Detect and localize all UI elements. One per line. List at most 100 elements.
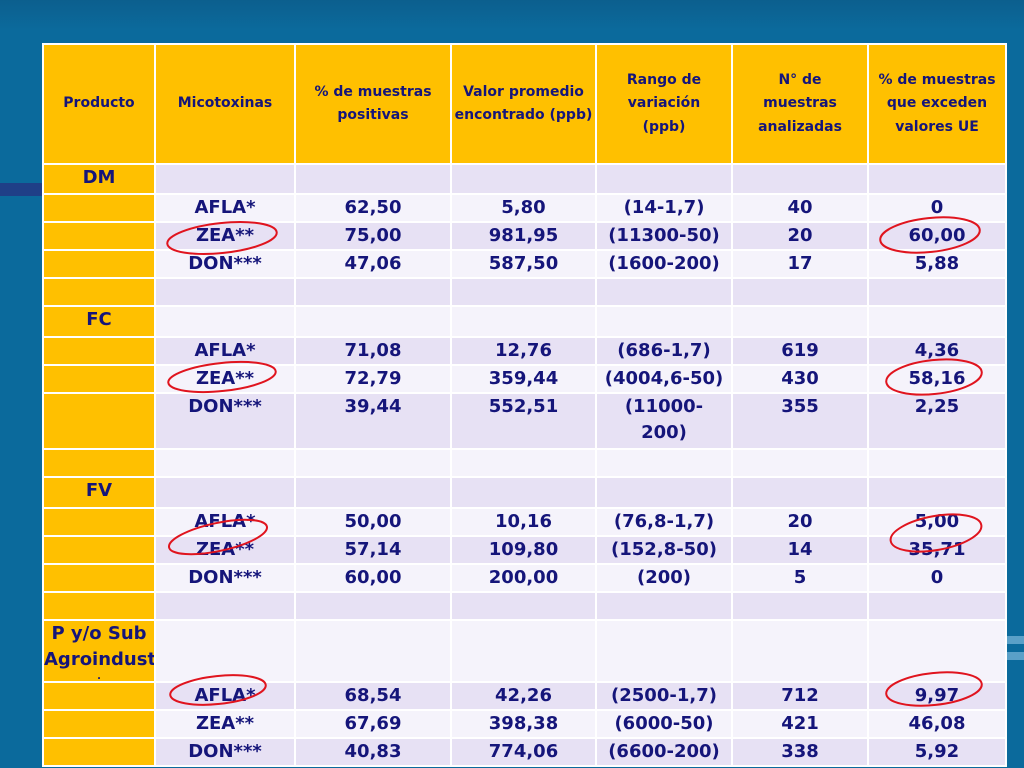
cell-pct-exceden-ue: 35,71	[867, 535, 1007, 565]
cell-n-muestras: 712	[731, 681, 869, 711]
cell-n-muestras: 14	[731, 535, 869, 565]
table-row: AFLA* 71,08 12,76 (686-1,7) 619 4,36	[42, 336, 1007, 366]
header-pct-positivas: % de muestras positivas	[294, 43, 452, 165]
table-row: ZEA** 75,00 981,95 (11300-50) 20 60,00	[42, 221, 1007, 251]
cell-pct-positivas: 67,69	[294, 709, 452, 739]
group-row-dm: DM	[42, 163, 1007, 195]
product-label: DM	[42, 163, 156, 195]
slide-left-accent-bar	[0, 183, 44, 196]
cell-pct-positivas: 71,08	[294, 336, 452, 366]
cell-n-muestras: 40	[731, 193, 869, 223]
cell-pct-exceden-ue: 5,88	[867, 249, 1007, 279]
slide-right-accent-mark	[1004, 652, 1024, 660]
product-label: P y/o Sub Agroindustria .	[42, 619, 156, 683]
table-row: DON*** 60,00 200,00 (200) 5 0	[42, 563, 1007, 593]
cell-pct-exceden-ue: 60,00	[867, 221, 1007, 251]
mycotoxin-table-container: Producto Micotoxinas % de muestras posit…	[42, 43, 1007, 767]
cell-rango: (11300-50)	[595, 221, 733, 251]
cell-rango: (6600-200)	[595, 737, 733, 767]
cell-n-muestras: 619	[731, 336, 869, 366]
header-producto: Producto	[42, 43, 156, 165]
group-row-fv: FV	[42, 476, 1007, 509]
cell-n-muestras: 17	[731, 249, 869, 279]
table-header-row: Producto Micotoxinas % de muestras posit…	[42, 43, 1007, 165]
cell-valor-promedio: 587,50	[450, 249, 597, 279]
cell-valor-promedio: 12,76	[450, 336, 597, 366]
cell-pct-exceden-ue: 0	[867, 193, 1007, 223]
mycotoxin-table: Producto Micotoxinas % de muestras posit…	[42, 43, 1007, 767]
header-n-muestras: N° de muestras analizadas	[731, 43, 869, 165]
cell-valor-promedio: 109,80	[450, 535, 597, 565]
cell-pct-exceden-ue: 5,92	[867, 737, 1007, 767]
cell-n-muestras: 430	[731, 364, 869, 394]
slide-top-band	[0, 0, 1024, 30]
cell-micotoxina: ZEA**	[154, 364, 296, 394]
header-micotoxinas: Micotoxinas	[154, 43, 296, 165]
cell-valor-promedio: 552,51	[450, 392, 597, 450]
cell-n-muestras: 421	[731, 709, 869, 739]
cell-valor-promedio: 10,16	[450, 507, 597, 537]
header-rango: Rango de variación (ppb)	[595, 43, 733, 165]
cell-valor-promedio: 774,06	[450, 737, 597, 767]
slide-right-accent-mark	[1004, 636, 1024, 644]
cell-pct-positivas: 47,06	[294, 249, 452, 279]
cell-n-muestras: 20	[731, 507, 869, 537]
cell-valor-promedio: 359,44	[450, 364, 597, 394]
cell-rango: (200)	[595, 563, 733, 593]
cell-pct-positivas: 50,00	[294, 507, 452, 537]
cell-valor-promedio: 42,26	[450, 681, 597, 711]
table-row: ZEA** 57,14 109,80 (152,8-50) 14 35,71	[42, 535, 1007, 565]
table-row: DON*** 47,06 587,50 (1600-200) 17 5,88	[42, 249, 1007, 279]
cell-pct-positivas: 60,00	[294, 563, 452, 593]
cell-pct-exceden-ue: 0	[867, 563, 1007, 593]
group-row-fc: FC	[42, 305, 1007, 338]
cell-rango: (4004,6-50)	[595, 364, 733, 394]
cell-pct-exceden-ue: 4,36	[867, 336, 1007, 366]
cell-rango: (14-1,7)	[595, 193, 733, 223]
cell-micotoxina: ZEA**	[154, 221, 296, 251]
cell-pct-positivas: 75,00	[294, 221, 452, 251]
cell-micotoxina: AFLA*	[154, 336, 296, 366]
cell-micotoxina: DON***	[154, 392, 296, 450]
header-valor-promedio: Valor promedio encontrado (ppb)	[450, 43, 597, 165]
cell-rango: (152,8-50)	[595, 535, 733, 565]
header-pct-exceden-ue: % de muestras que exceden valores UE	[867, 43, 1007, 165]
cell-micotoxina: DON***	[154, 563, 296, 593]
cell-valor-promedio: 5,80	[450, 193, 597, 223]
product-label: FV	[42, 476, 156, 509]
cell-micotoxina: DON***	[154, 737, 296, 767]
spacer-row	[42, 591, 1007, 621]
table-row: ZEA** 67,69 398,38 (6000-50) 421 46,08	[42, 709, 1007, 739]
cell-micotoxina: ZEA**	[154, 535, 296, 565]
cell-pct-exceden-ue: 58,16	[867, 364, 1007, 394]
cell-rango: (686-1,7)	[595, 336, 733, 366]
cell-pct-exceden-ue: 5,00	[867, 507, 1007, 537]
group-row-p-sub-agroindustria: P y/o Sub Agroindustria .	[42, 619, 1007, 683]
table-row: AFLA* 62,50 5,80 (14-1,7) 40 0	[42, 193, 1007, 223]
cell-n-muestras: 338	[731, 737, 869, 767]
cell-rango: (76,8-1,7)	[595, 507, 733, 537]
cell-n-muestras: 20	[731, 221, 869, 251]
cell-rango: (11000-200)	[595, 392, 733, 450]
product-label: FC	[42, 305, 156, 338]
table-row: AFLA* 50,00 10,16 (76,8-1,7) 20 5,00	[42, 507, 1007, 537]
cell-pct-positivas: 72,79	[294, 364, 452, 394]
cell-n-muestras: 5	[731, 563, 869, 593]
cell-micotoxina: AFLA*	[154, 193, 296, 223]
cell-valor-promedio: 200,00	[450, 563, 597, 593]
cell-micotoxina: AFLA*	[154, 681, 296, 711]
spacer-row	[42, 448, 1007, 478]
cell-pct-positivas: 40,83	[294, 737, 452, 767]
spacer-row	[42, 277, 1007, 307]
cell-pct-exceden-ue: 46,08	[867, 709, 1007, 739]
cell-pct-positivas: 39,44	[294, 392, 452, 450]
cell-pct-positivas: 57,14	[294, 535, 452, 565]
cell-n-muestras: 355	[731, 392, 869, 450]
table-row: DON*** 39,44 552,51 (11000-200) 355 2,25	[42, 392, 1007, 450]
cell-micotoxina: AFLA*	[154, 507, 296, 537]
cell-pct-positivas: 68,54	[294, 681, 452, 711]
cell-valor-promedio: 981,95	[450, 221, 597, 251]
cell-valor-promedio: 398,38	[450, 709, 597, 739]
table-row: AFLA* 68,54 42,26 (2500-1,7) 712 9,97	[42, 681, 1007, 711]
cell-micotoxina: ZEA**	[154, 709, 296, 739]
